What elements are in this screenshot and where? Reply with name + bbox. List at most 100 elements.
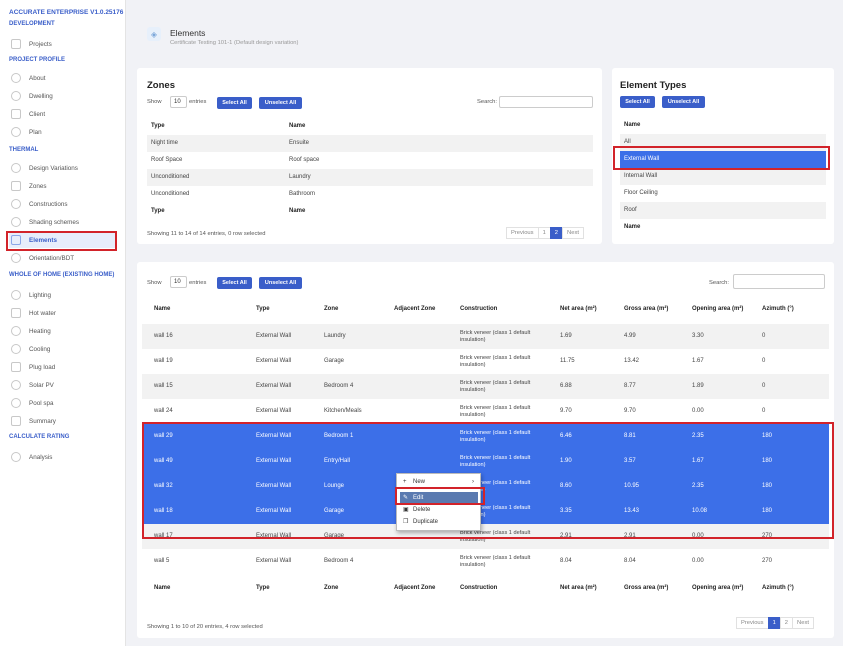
zones-page-next[interactable]: Next — [562, 227, 584, 239]
zone-type-cell: Roof Space — [151, 156, 183, 163]
sidebar-item-design-variations[interactable]: Design Variations — [9, 160, 117, 176]
name-cell: wall 49 — [154, 457, 173, 464]
elements-search-input[interactable] — [733, 274, 825, 289]
types-select-all-button[interactable]: Select All — [620, 96, 655, 108]
table-row[interactable]: Night time Ensuite — [147, 135, 593, 152]
sidebar-item-about[interactable]: About — [9, 70, 117, 86]
elements-page-1[interactable]: 1 — [767, 617, 781, 629]
opening-area-cell: Opening area (m²) — [692, 306, 744, 313]
gross-area-cell: 4.99 — [624, 332, 636, 339]
sidebar-item-lighting[interactable]: Lighting — [9, 287, 117, 303]
zone-type-cell: Night time — [151, 139, 179, 146]
zones-page-1[interactable]: 1 — [537, 227, 551, 239]
sidebar-item-zones[interactable]: Zones — [9, 178, 117, 194]
table-row[interactable]: wall 17 External Wall Garage Brick veneer (… — [142, 524, 829, 549]
sidebar-item-pool-spa[interactable]: Pool spa — [9, 395, 117, 411]
table-row[interactable]: wall 24 External Wall Kitchen/Meals Brick v… — [142, 399, 829, 424]
gross-area-cell: Gross area (m²) — [624, 306, 669, 313]
type-cell: External Wall — [256, 382, 292, 389]
zones-pagination: Previous 1 2 Next — [506, 227, 584, 239]
sidebar-item-plan[interactable]: Plan — [9, 124, 117, 140]
type-cell: External Wall — [256, 507, 292, 514]
table-row[interactable]: Roof Space Roof space — [147, 152, 593, 169]
table-row[interactable]: wall 5 External Wall Bedroom 4 Brick veneer… — [142, 549, 829, 574]
gross-area-cell: 3.57 — [624, 457, 636, 464]
element-type-label: External Wall — [624, 155, 660, 162]
elements-page-size-select[interactable]: 10 — [170, 276, 187, 288]
azimuth-cell: 270 — [762, 557, 773, 564]
water-icon — [11, 308, 21, 318]
table-row[interactable]: wall 16 External Wall Laundry Brick veneer … — [142, 324, 829, 349]
zones-search-label: Search: — [477, 99, 497, 105]
sidebar-item-label: Dwelling — [29, 92, 53, 100]
element-types-panel: Element Types Select All Unselect All Na… — [612, 68, 834, 244]
sidebar-item-elements[interactable]: Elements — [9, 232, 117, 248]
sidebar-item-hot-water[interactable]: Hot water — [9, 305, 117, 321]
context-menu-duplicate[interactable]: ❐ Duplicate — [400, 516, 478, 527]
sidebar-item-plug-load[interactable]: Plug load — [9, 359, 117, 375]
context-menu-delete[interactable]: ▣ Delete — [400, 504, 478, 515]
elements-unselect-all-button[interactable]: Unselect All — [259, 277, 302, 289]
element-type-item[interactable]: Floor Ceiling — [620, 185, 826, 202]
sidebar-item-shading-schemes[interactable]: Shading schemes — [9, 214, 117, 230]
table-row[interactable]: Unconditioned Laundry — [147, 169, 593, 186]
table-row[interactable]: Unconditioned Bathroom — [147, 186, 593, 203]
zones-page-previous[interactable]: Previous — [506, 227, 539, 239]
element-type-item[interactable]: Roof — [620, 202, 826, 219]
sidebar-item-constructions[interactable]: Constructions — [9, 196, 117, 212]
context-menu-label: New — [413, 478, 426, 485]
zone-cell: Garage — [324, 357, 345, 364]
pool-icon — [11, 398, 21, 408]
sidebar-item-cooling[interactable]: Cooling — [9, 341, 117, 357]
sidebar-item-analysis[interactable]: Analysis — [9, 449, 117, 465]
adjacent-zone-cell — [394, 549, 452, 574]
elements-entries-label: entries — [189, 280, 207, 286]
zones-search-input[interactable] — [499, 96, 593, 108]
sidebar-item-summary[interactable]: Summary — [9, 413, 117, 429]
elements-page-previous[interactable]: Previous — [736, 617, 769, 629]
element-type-label: Internal Wall — [624, 172, 658, 179]
element-type-item[interactable]: All — [620, 134, 826, 151]
type-cell: External Wall — [256, 357, 292, 364]
zones-unselect-all-button[interactable]: Unselect All — [259, 97, 302, 109]
element-type-item[interactable]: Internal Wall — [620, 168, 826, 185]
construction-cell: Construction — [460, 584, 498, 591]
sidebar-item-label: Design Variations — [29, 164, 78, 172]
table-row[interactable]: wall 15 External Wall Bedroom 4 Brick venee… — [142, 374, 829, 399]
zone-cell: Entry/Hall — [324, 457, 351, 464]
sidebar-item-solar-pv[interactable]: Solar PV — [9, 377, 117, 393]
sidebar-item-orientation-bdt[interactable]: Orientation/BDT — [9, 250, 117, 266]
zones-select-all-button[interactable]: Select All — [217, 97, 252, 109]
element-type-item[interactable]: External Wall — [620, 151, 826, 168]
sidebar-section-title: CALCULATE RATING — [9, 434, 70, 440]
type-cell: External Wall — [256, 432, 292, 439]
type-cell: Type — [256, 306, 270, 313]
zones-page-size-select[interactable]: 10 — [170, 96, 187, 108]
opening-area-cell: 10.08 — [692, 507, 708, 514]
gross-area-cell: 13.42 — [624, 357, 640, 364]
sidebar-item-projects[interactable]: Projects — [9, 36, 117, 52]
elements-select-all-button[interactable]: Select All — [217, 277, 252, 289]
table-row[interactable]: wall 19 External Wall Garage Brick veneer (… — [142, 349, 829, 374]
context-menu-edit[interactable]: ✎ Edit — [400, 492, 478, 503]
zones-entries-label: entries — [189, 99, 207, 105]
zones-page-2[interactable]: 2 — [549, 227, 564, 239]
elements-page-2[interactable]: 2 — [779, 617, 794, 629]
zone-type-cell: Unconditioned — [151, 190, 190, 197]
types-unselect-all-button[interactable]: Unselect All — [662, 96, 705, 108]
context-menu-new[interactable]: + New › — [400, 476, 478, 487]
sidebar-item-label: Analysis — [29, 453, 53, 461]
sidebar-item-dwelling[interactable]: Dwelling — [9, 88, 117, 104]
elements-page-next[interactable]: Next — [792, 617, 814, 629]
sidebar-item-client[interactable]: Client — [9, 106, 117, 122]
table-row[interactable]: wall 29 External Wall Bedroom 1 Brick venee… — [142, 424, 829, 449]
sidebar-item-label: Lighting — [29, 291, 52, 299]
zone-cell: Lounge — [324, 482, 345, 489]
table-row[interactable]: wall 49 External Wall Entry/Hall Brick vene… — [142, 449, 829, 474]
sidebar-item-heating[interactable]: Heating — [9, 323, 117, 339]
adjacent-zone-cell — [394, 374, 452, 399]
opening-area-cell: 0.00 — [692, 532, 704, 539]
gross-area-cell: 8.81 — [624, 432, 636, 439]
